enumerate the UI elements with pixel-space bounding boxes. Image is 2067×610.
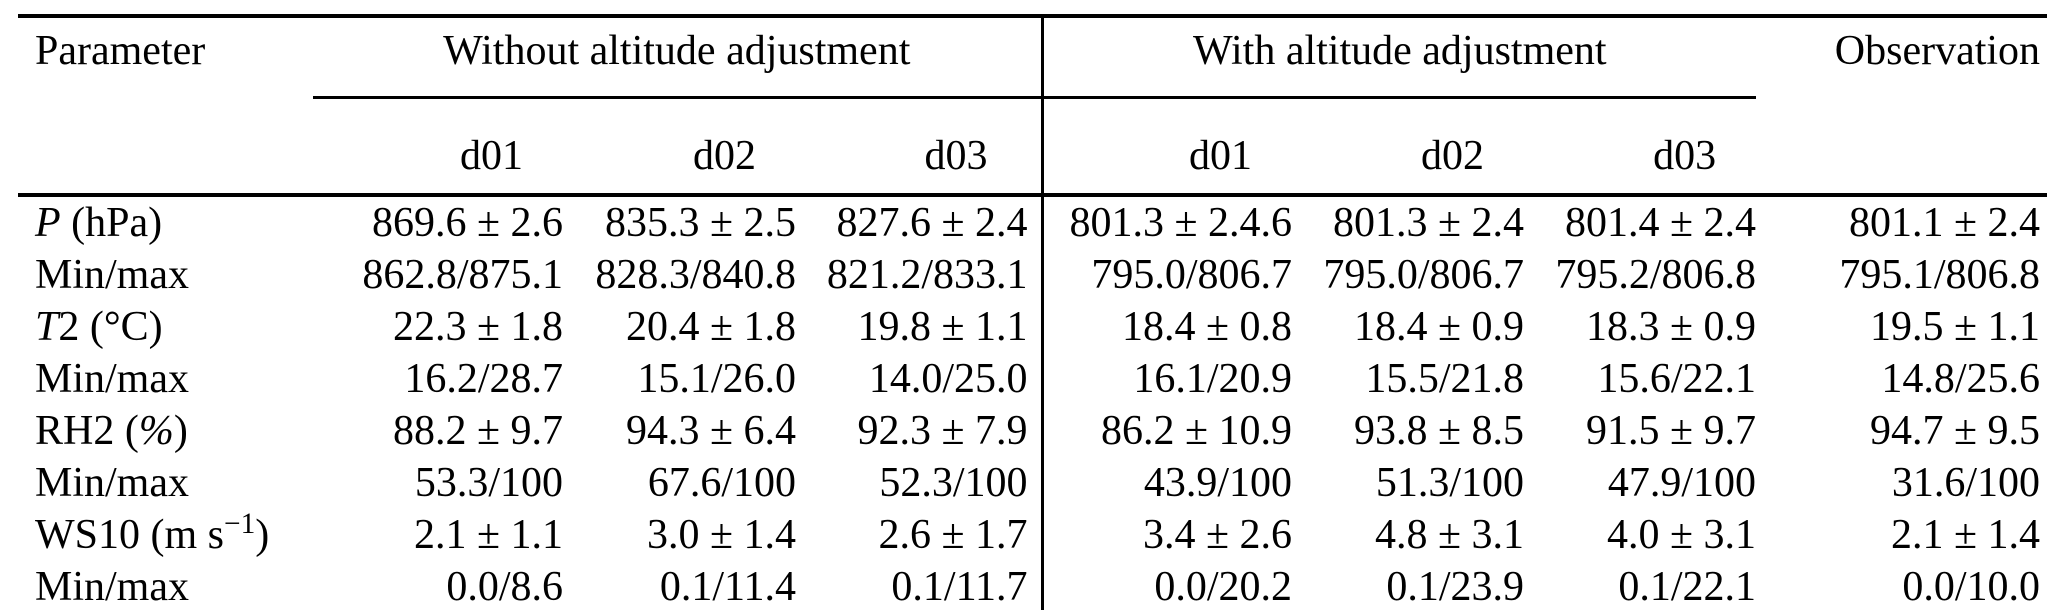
- subcolumn-header-without-d02: d02: [563, 97, 796, 197]
- value-cell: 0.1/11.7: [796, 561, 1044, 610]
- value-cell: 4.8 ± 3.1: [1374, 512, 1525, 558]
- value-cell: 18.4 ± 0.9: [1353, 304, 1525, 350]
- subcolumn-header-with-d02: d02: [1292, 97, 1525, 197]
- value-cell: 15.6/22.1: [1597, 356, 1757, 402]
- column-header-observation: Observation: [1756, 16, 2048, 197]
- value-cell: 88.2 ± 9.7: [392, 408, 563, 454]
- results-table: Parameter Without altitude adjustment Wi…: [18, 14, 2048, 610]
- value-cell: 821.2/833.1: [796, 249, 1044, 301]
- table-row: Min/max 16.2/28.7 15.1/26.0 14.0/25.0 16.1/2…: [18, 353, 2047, 405]
- table-row: Min/max 53.3/100 67.6/100 52.3/100 43.9/100 5…: [18, 457, 2047, 509]
- value-cell: 15.1/26.0: [637, 356, 796, 402]
- value-cell: 795.2/806.8: [1555, 252, 1757, 298]
- subheader-row: d01 d02 d03 d01 d02 d03: [18, 97, 2047, 197]
- value-cell: 86.2 ± 10.9: [1100, 408, 1293, 454]
- parameter-cell: WS10 (m s−1): [35, 508, 270, 558]
- value-cell: 16.1/20.9: [1133, 356, 1293, 402]
- value-cell: 3.4 ± 2.6: [1142, 512, 1293, 558]
- value-cell: 94.3 ± 6.4: [625, 408, 796, 454]
- parameter-cell: Min/max: [35, 460, 189, 506]
- value-cell: 91.5 ± 9.7: [1586, 408, 1757, 454]
- column-header-parameter: Parameter: [18, 16, 313, 197]
- column-group-without-altitude-adjustment: Without altitude adjustment: [313, 16, 1044, 99]
- group-header-row: Parameter Without altitude adjustment Wi…: [18, 16, 2048, 197]
- table-row: RH2 (%) 88.2 ± 9.7 94.3 ± 6.4 92.3 ± 7.9 86.…: [18, 405, 2047, 457]
- table-row: Min/max 0.0/8.6 0.1/11.4 0.1/11.7 0.0/20.2 0.…: [18, 561, 2047, 610]
- value-cell: 0.1/22.1: [1618, 564, 1757, 610]
- value-cell: 4.0 ± 3.1: [1607, 512, 1757, 558]
- value-cell: 93.8 ± 8.5: [1353, 408, 1525, 454]
- value-cell: 828.3/840.8: [595, 252, 796, 298]
- value-cell: 15.5/21.8: [1365, 356, 1525, 402]
- value-cell: 18.3 ± 0.9: [1586, 304, 1757, 350]
- value-cell: 3.0 ± 1.4: [646, 512, 796, 558]
- value-cell: 51.3/100: [1375, 460, 1525, 506]
- value-cell: 869.6 ± 2.6: [371, 200, 563, 246]
- subcolumn-header-without-d01: d01: [313, 97, 563, 197]
- value-cell: 18.4 ± 0.8: [1121, 304, 1293, 350]
- value-cell: 827.6 ± 2.4: [796, 195, 1044, 249]
- value-cell: 31.6/100: [1891, 460, 2041, 506]
- value-cell: 52.3/100: [796, 457, 1044, 509]
- value-cell: 22.3 ± 1.8: [392, 304, 563, 350]
- value-cell: 53.3/100: [414, 460, 563, 506]
- value-cell: 43.9/100: [1143, 460, 1293, 506]
- value-cell: 14.0/25.0: [796, 353, 1044, 405]
- value-cell: 14.8/25.6: [1881, 356, 2041, 402]
- value-cell: 795.1/806.8: [1839, 252, 2041, 298]
- value-cell: 0.0/20.2: [1154, 564, 1293, 610]
- table-row: Min/max 862.8/875.1 828.3/840.8 821.2/833.1…: [18, 249, 2047, 301]
- table-row: P (hPa) 869.6 ± 2.6 835.3 ± 2.5 827.6 ± 2.4…: [18, 195, 2047, 249]
- value-cell: 862.8/875.1: [362, 252, 563, 298]
- table-body: P (hPa) 869.6 ± 2.6 835.3 ± 2.5 827.6 ± 2.4…: [18, 195, 2047, 610]
- value-cell: 795.0/806.7: [1091, 252, 1293, 298]
- parameter-cell: P (hPa): [35, 200, 163, 246]
- value-cell: 19.8 ± 1.1: [796, 301, 1044, 353]
- subcolumn-header-with-d01: d01: [1042, 97, 1293, 197]
- value-cell: 16.2/28.7: [404, 356, 563, 402]
- parameter-cell: Min/max: [35, 252, 189, 298]
- parameter-cell: RH2 (%): [35, 408, 188, 454]
- value-cell: 20.4 ± 1.8: [625, 304, 796, 350]
- value-cell: 19.5 ± 1.1: [1870, 304, 2041, 350]
- table-row: T2 (°C) 22.3 ± 1.8 20.4 ± 1.8 19.8 ± 1.1 18.…: [18, 301, 2047, 353]
- value-cell: 67.6/100: [647, 460, 796, 506]
- value-cell: 801.3 ± 2.4.6: [1069, 200, 1293, 246]
- value-cell: 94.7 ± 9.5: [1870, 408, 2041, 454]
- subcolumn-header-with-d03: d03: [1524, 97, 1757, 197]
- value-cell: 801.1 ± 2.4: [1849, 200, 2041, 246]
- value-cell: 92.3 ± 7.9: [796, 405, 1044, 457]
- parameter-cell: Min/max: [35, 564, 189, 610]
- value-cell: 2.1 ± 1.1: [413, 512, 563, 558]
- value-cell: 0.0/8.6: [446, 564, 563, 610]
- value-cell: 0.1/23.9: [1386, 564, 1525, 610]
- value-cell: 795.0/806.7: [1323, 252, 1525, 298]
- value-cell: 2.6 ± 1.7: [796, 509, 1044, 561]
- subcolumn-header-without-d03: d03: [796, 97, 1044, 197]
- value-cell: 0.1/11.4: [659, 564, 796, 610]
- value-cell: 801.3 ± 2.4: [1332, 200, 1525, 246]
- value-cell: 2.1 ± 1.4: [1891, 512, 2041, 558]
- parameter-cell: T2 (°C): [35, 304, 163, 350]
- value-cell: 47.9/100: [1607, 460, 1757, 506]
- table-row: WS10 (m s−1) 2.1 ± 1.1 3.0 ± 1.4 2.6 ± 1.7 3…: [18, 509, 2047, 561]
- value-cell: 801.4 ± 2.4: [1565, 200, 1757, 246]
- value-cell: 835.3 ± 2.5: [604, 200, 796, 246]
- parameter-cell: Min/max: [35, 356, 189, 402]
- column-group-with-altitude-adjustment: With altitude adjustment: [1042, 16, 1757, 99]
- value-cell: 0.0/10.0: [1902, 564, 2041, 610]
